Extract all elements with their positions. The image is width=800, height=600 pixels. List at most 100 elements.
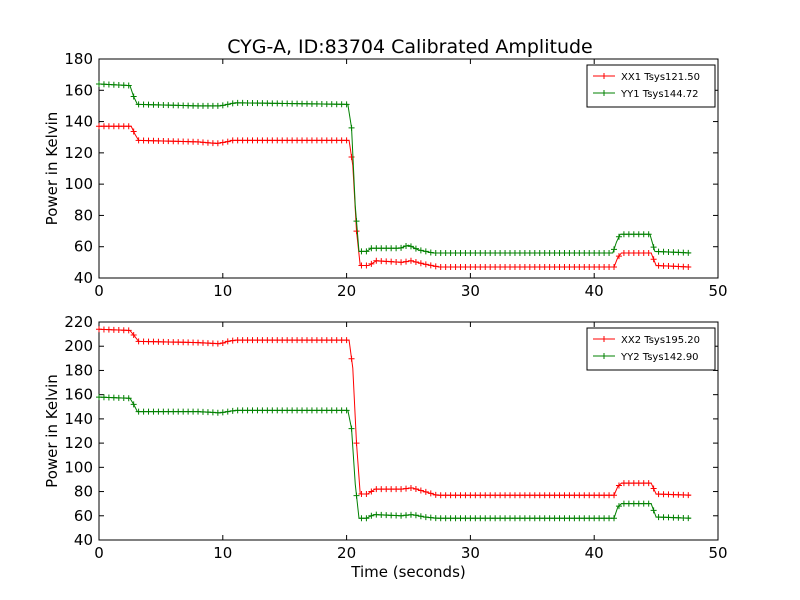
series-marker — [645, 249, 652, 256]
y-tick-label: 80 — [74, 483, 93, 501]
series-marker — [125, 395, 132, 402]
series-marker — [417, 260, 424, 267]
series-marker — [219, 409, 226, 416]
x-tick-label: 10 — [213, 282, 232, 300]
series-marker — [353, 228, 360, 235]
series-marker — [417, 513, 424, 520]
series-marker — [417, 247, 424, 254]
series-marker — [368, 260, 375, 267]
series-marker — [685, 515, 692, 522]
y-tick-label: 40 — [74, 531, 93, 549]
y-tick-label: 60 — [74, 238, 93, 256]
y-tick-label: 160 — [64, 386, 93, 404]
series-marker — [130, 332, 137, 339]
legend-marker — [601, 73, 607, 79]
x-tick-label: 30 — [461, 282, 480, 300]
series-marker — [125, 82, 132, 89]
x-tick-label: 10 — [213, 544, 232, 562]
legend-marker — [601, 336, 607, 342]
series-marker — [398, 244, 405, 251]
upper-plot: 0 10 20 30 40 50 40 60 80 100 120 140 160 180 Power in… — [43, 50, 728, 300]
chart-title: CYG-A, ID:83704 Calibrated Amplitude — [227, 36, 592, 58]
series-marker — [348, 154, 355, 161]
y-tick-label: 40 — [74, 269, 93, 287]
series-marker — [348, 124, 355, 131]
series-marker — [650, 485, 657, 492]
series-marker — [363, 515, 370, 522]
series-marker — [219, 139, 226, 146]
series-marker — [125, 327, 132, 334]
series-marker — [407, 485, 414, 492]
series-marker — [368, 512, 375, 519]
series-marker — [650, 507, 657, 514]
series-marker — [615, 482, 622, 489]
series-marker — [224, 101, 231, 108]
series-marker — [130, 401, 137, 408]
series-marker — [422, 248, 429, 255]
series-marker — [407, 257, 414, 264]
y-tick-label: 140 — [64, 113, 93, 131]
series-marker — [412, 245, 419, 252]
series-marker — [219, 339, 226, 346]
series-marker — [615, 233, 622, 240]
series-marker — [219, 102, 226, 109]
series-marker — [650, 244, 657, 251]
series-marker — [422, 488, 429, 495]
series-marker — [403, 485, 410, 492]
series-marker — [685, 263, 692, 270]
series-marker — [427, 262, 434, 269]
series-marker — [343, 137, 350, 144]
series-marker — [615, 253, 622, 260]
series-marker — [427, 249, 434, 256]
series-marker — [412, 486, 419, 493]
series-marker — [685, 249, 692, 256]
y-tick-label: 120 — [64, 434, 93, 452]
y-tick-label: 80 — [74, 206, 93, 224]
x-tick-label: 50 — [708, 282, 727, 300]
series-marker — [343, 101, 350, 108]
x-tick-label: 0 — [94, 282, 104, 300]
x-axis-label: Time (seconds) — [350, 563, 466, 581]
series-marker — [214, 340, 221, 347]
series-marker — [130, 93, 137, 100]
series-marker — [363, 248, 370, 255]
y-tick-label: 120 — [64, 144, 93, 162]
series-marker — [412, 512, 419, 519]
series-marker — [343, 407, 350, 414]
legend-box — [586, 327, 716, 371]
series-marker — [398, 486, 405, 493]
legend-box — [586, 64, 716, 108]
series-marker — [348, 355, 355, 362]
series-marker — [353, 440, 360, 447]
y-tick-label: 60 — [74, 507, 93, 525]
series-marker — [611, 264, 618, 271]
x-tick-label: 20 — [337, 282, 356, 300]
series-marker — [224, 338, 231, 345]
series-marker — [432, 263, 439, 270]
y-tick-label: 180 — [64, 361, 93, 379]
series-marker — [363, 490, 370, 497]
series-marker — [214, 140, 221, 147]
legend-label: YY1 Tsys144.72 — [620, 89, 699, 100]
x-tick-label: 40 — [585, 544, 604, 562]
y-axis-label: Power in Kelvin — [43, 374, 61, 488]
series-marker — [685, 492, 692, 499]
plot-frame — [98, 58, 719, 279]
y-tick-label: 100 — [64, 175, 93, 193]
legend-marker — [601, 353, 607, 359]
series-marker — [398, 512, 405, 519]
series-marker — [645, 480, 652, 487]
series-marker — [348, 425, 355, 432]
series-marker — [403, 258, 410, 265]
series-marker — [417, 487, 424, 494]
series-marker — [343, 337, 350, 344]
series-marker — [224, 138, 231, 145]
series-marker — [611, 246, 618, 253]
legend-label: YY2 Tsys142.90 — [620, 352, 699, 363]
y-tick-label: 180 — [64, 50, 93, 68]
series-marker — [353, 218, 360, 225]
series-marker — [407, 511, 414, 518]
x-tick-label: 0 — [94, 544, 104, 562]
y-tick-label: 220 — [64, 313, 93, 331]
